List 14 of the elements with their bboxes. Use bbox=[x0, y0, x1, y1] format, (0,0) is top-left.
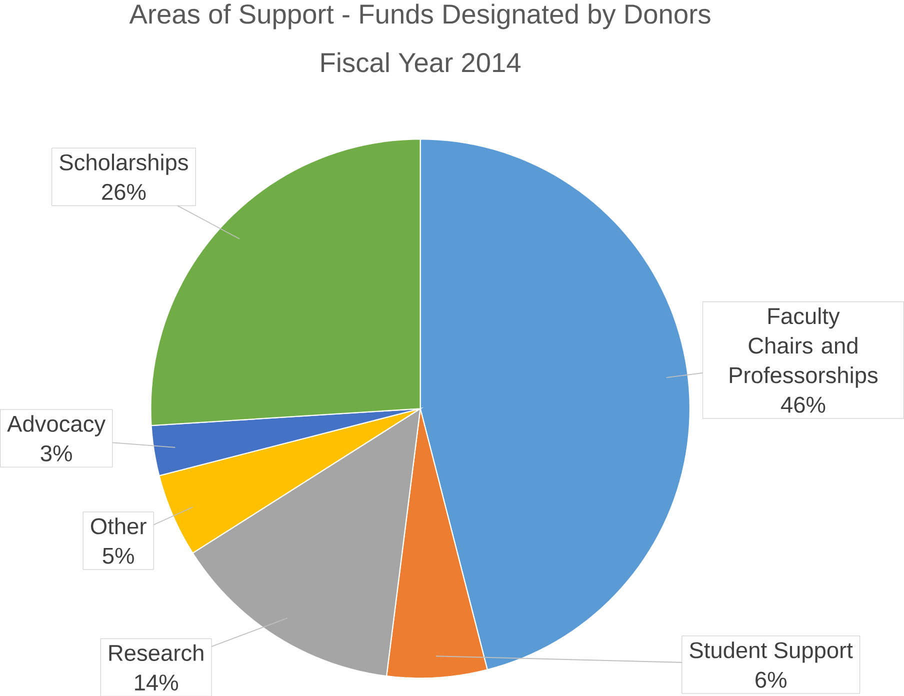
data-label: 14% bbox=[135, 674, 178, 690]
slice-label: Advocacy bbox=[7, 414, 106, 436]
slice-label: Scholarships bbox=[60, 154, 188, 175]
chart-title: Areas of Support - Funds Designated by Donors bbox=[129, 4, 710, 30]
data-label: 5% bbox=[102, 548, 134, 564]
slice-label: Other bbox=[91, 517, 146, 534]
data-label: 26% bbox=[102, 184, 146, 200]
chart-subtitle: Fiscal Year 2014 bbox=[321, 52, 521, 72]
data-label: 3% bbox=[40, 445, 72, 462]
data-label: 46% bbox=[780, 396, 826, 413]
slice-label: Faculty Chairs and Professorships bbox=[730, 307, 878, 388]
slice-label: Student Support bbox=[690, 641, 853, 663]
data-label: 6% bbox=[756, 672, 786, 688]
slice-label: Research bbox=[109, 644, 204, 661]
